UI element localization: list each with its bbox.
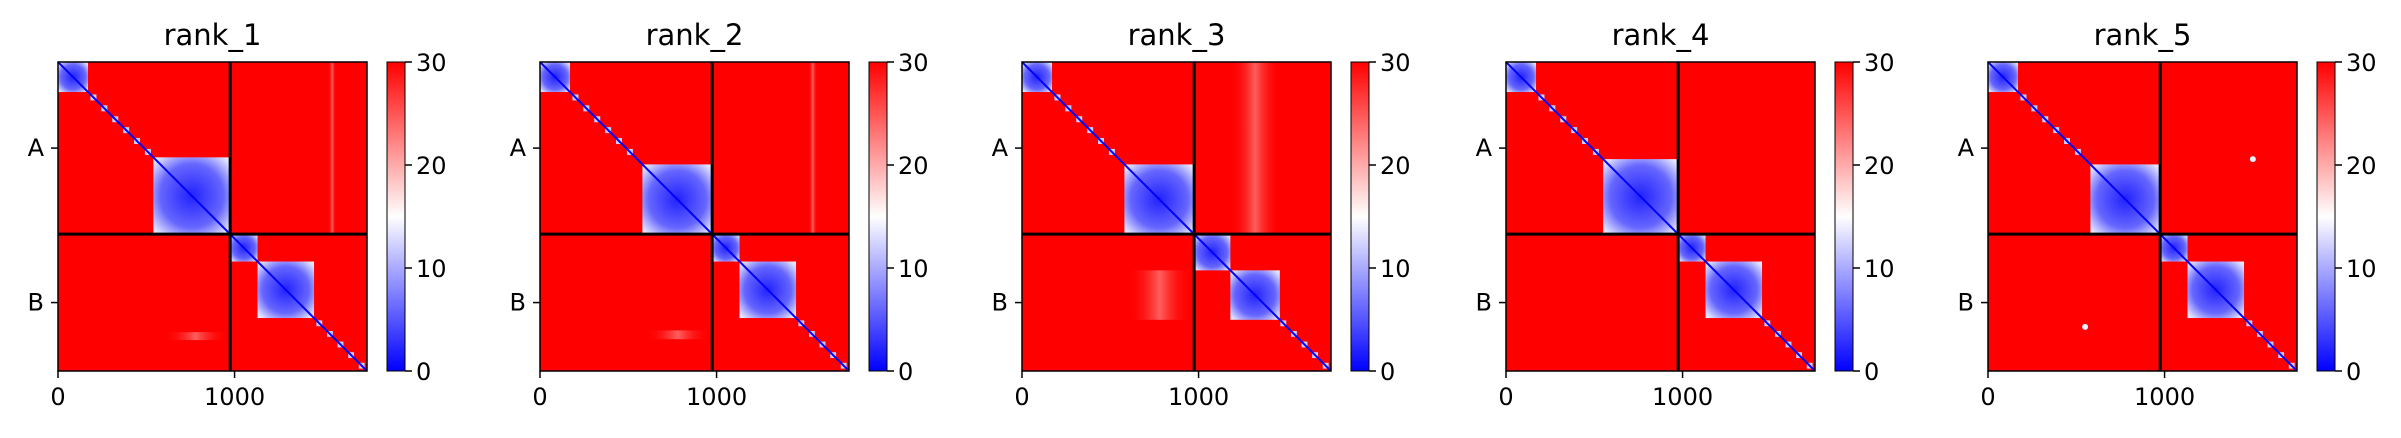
chain-label: A xyxy=(510,134,527,162)
colorbar-tick-label: 0 xyxy=(1864,358,1879,386)
chain-label: B xyxy=(1958,289,1974,317)
colorbar-tick-label: 30 xyxy=(1864,49,1895,77)
colorbar-tick-label: 10 xyxy=(898,255,929,283)
colorbar-tick-label: 20 xyxy=(898,152,929,180)
panel-title: rank_5 xyxy=(2094,18,2192,52)
colorbar-tick-label: 20 xyxy=(1864,152,1895,180)
colorbar xyxy=(2316,61,2336,372)
panel-2: rank_2 0 1000 A B 0 10 20 30 xyxy=(510,18,929,411)
x-tick-label: 0 xyxy=(532,383,547,411)
off-diagonal-band-2 xyxy=(1127,270,1192,320)
colorbar-tick-label: 10 xyxy=(1864,255,1895,283)
plot-frame xyxy=(539,61,850,372)
x-tick-label: 1000 xyxy=(2134,383,2195,411)
plot-frame xyxy=(1505,61,1816,372)
colorbar xyxy=(1350,61,1370,372)
panel-title: rank_4 xyxy=(1612,18,1710,52)
diagonal-line xyxy=(1022,62,1331,371)
colorbar-tick-label: 30 xyxy=(2346,49,2377,77)
colorbar-tick-label: 0 xyxy=(898,358,913,386)
colorbar xyxy=(386,61,406,372)
colorbar-tick-label: 0 xyxy=(2346,358,2361,386)
colorbar-tick-label: 10 xyxy=(2346,255,2377,283)
colorbar-tick-label: 10 xyxy=(416,255,447,283)
chain-label: B xyxy=(1476,289,1492,317)
plot-frame xyxy=(1021,61,1332,372)
diagonal-line xyxy=(1988,62,2297,371)
heatmap xyxy=(58,62,367,371)
colorbar-tick-label: 0 xyxy=(416,358,431,386)
colorbar xyxy=(1834,61,1854,372)
x-tick-label: 0 xyxy=(1014,383,1029,411)
x-tick-label: 1000 xyxy=(1652,383,1713,411)
x-tick-label: 1000 xyxy=(1168,383,1229,411)
panel-title: rank_3 xyxy=(1128,18,1226,52)
heatmap xyxy=(1022,62,1331,371)
colorbar-tick-label: 10 xyxy=(1380,255,1411,283)
chain-label: A xyxy=(992,134,1009,162)
off-diagonal-band-1 xyxy=(1230,62,1280,235)
plot-frame xyxy=(1987,61,2298,372)
colorbar xyxy=(868,61,888,372)
colorbar-tick-label: 20 xyxy=(416,152,447,180)
chain-label: A xyxy=(1476,134,1493,162)
x-tick-label: 1000 xyxy=(204,383,265,411)
panel-title: rank_2 xyxy=(646,18,744,52)
panel-3: rank_3 0 1000 A B 0 10 20 30 xyxy=(992,18,1411,411)
diagonal-line xyxy=(58,62,367,371)
heatmap xyxy=(1506,62,1815,371)
colorbar-tick-label: 20 xyxy=(1380,152,1411,180)
panel-5: rank_5 0 1000 A B 0 10 20 30 xyxy=(1958,18,2377,411)
chain-label: B xyxy=(28,289,44,317)
off-diagonal-band-2 xyxy=(163,332,228,341)
panel-title: rank_1 xyxy=(164,18,262,52)
colorbar-tick-label: 30 xyxy=(898,49,929,77)
x-tick-label: 0 xyxy=(1980,383,1995,411)
chain-label: B xyxy=(510,289,526,317)
colorbar-tick-label: 30 xyxy=(416,49,447,77)
x-tick-label: 0 xyxy=(1498,383,1513,411)
x-tick-label: 0 xyxy=(50,383,65,411)
contact-spot xyxy=(2249,156,2256,163)
colorbar-tick-label: 0 xyxy=(1380,358,1395,386)
panel-4: rank_4 0 1000 A B 0 10 20 30 xyxy=(1476,18,1895,411)
colorbar-tick-label: 20 xyxy=(2346,152,2377,180)
diagonal-line xyxy=(540,62,849,371)
chain-label: B xyxy=(992,289,1008,317)
off-diagonal-band-2 xyxy=(645,330,710,340)
off-diagonal-band-1 xyxy=(808,62,818,235)
diagonal-line xyxy=(1506,62,1815,371)
plot-frame xyxy=(57,61,368,372)
contact-spot xyxy=(2082,323,2089,330)
chain-label: A xyxy=(1958,134,1975,162)
off-diagonal-band-1 xyxy=(328,62,337,235)
x-tick-label: 1000 xyxy=(686,383,747,411)
heatmap xyxy=(1988,62,2297,371)
heatmap xyxy=(540,62,849,371)
chain-label: A xyxy=(28,134,45,162)
colorbar-tick-label: 30 xyxy=(1380,49,1411,77)
panel-1: rank_1 0 1000 A B 0 10 20 30 xyxy=(28,18,447,411)
